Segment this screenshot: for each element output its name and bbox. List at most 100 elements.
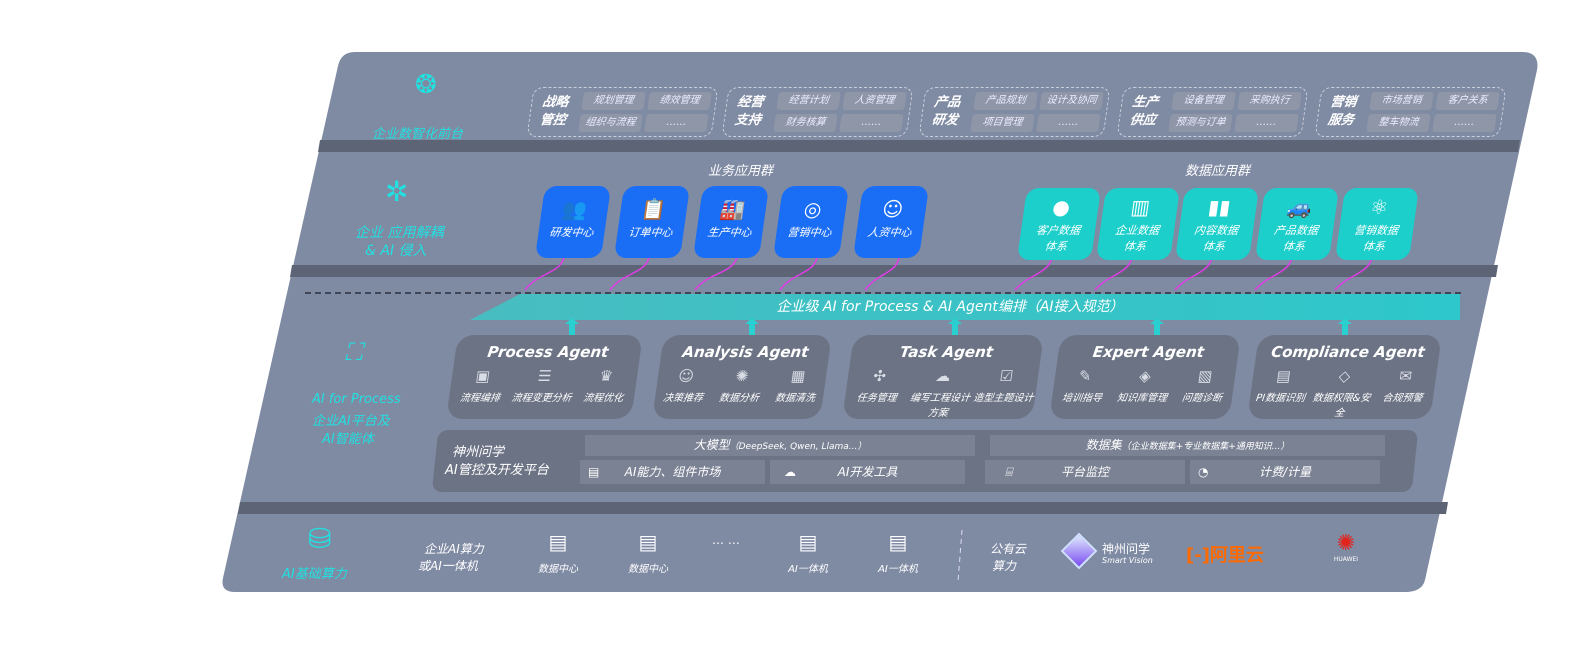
- business-app-card[interactable]: ◎ 营销中心: [772, 186, 850, 258]
- infra-label: AI基础算力: [282, 567, 347, 582]
- monitor-block[interactable]: ⌸ 平台监控: [985, 460, 1185, 484]
- business-app-card[interactable]: 🏭 生产中心: [692, 186, 770, 258]
- team-icon: 👥: [560, 197, 589, 221]
- front-group: 生产供应 设备管理 采购执行 预测与订单……: [1116, 87, 1309, 137]
- business-app-label: 订单中心: [627, 226, 674, 239]
- data-app-label-2: 体系: [1361, 240, 1386, 253]
- ai-label-1: AI for Process: [312, 392, 401, 407]
- data-app-label: 内容数据: [1193, 224, 1239, 237]
- capability-icon: ☑: [998, 367, 1015, 385]
- front-item[interactable]: ……: [1432, 114, 1497, 132]
- data-app-label: 客户数据: [1035, 224, 1081, 237]
- business-app-card[interactable]: ☺ 人资中心: [852, 186, 930, 258]
- front-item[interactable]: 人资管理: [842, 92, 907, 110]
- front-item[interactable]: ……: [644, 114, 709, 132]
- front-item[interactable]: 设计及协同: [1039, 92, 1104, 110]
- agent-capability[interactable]: ◇ 数据权限&安全: [1308, 367, 1376, 419]
- agent-capability[interactable]: ▣ 流程编排: [449, 367, 515, 404]
- clipboard-icon: 📋: [639, 197, 668, 221]
- data-app-card[interactable]: ▮▮ 内容数据体系: [1174, 188, 1260, 260]
- agent-name: Compliance Agent: [1270, 343, 1426, 361]
- agent-capability[interactable]: ▧ 问题诊断: [1172, 367, 1237, 404]
- front-group: 经营支持 经营计划 人资管理 财务核算……: [721, 87, 914, 137]
- agent-capability[interactable]: ♛ 流程优化: [572, 367, 638, 404]
- devtools-block[interactable]: ☁ AI开发工具: [770, 460, 965, 484]
- data-app-card[interactable]: ● 客户数据 体系: [1016, 188, 1102, 260]
- front-item[interactable]: 规划管理: [581, 92, 646, 110]
- more-ellipsis: … …: [712, 533, 740, 547]
- business-app-card[interactable]: 📋 订单中心: [613, 186, 691, 258]
- enterprise-compute-2: 或AI一体机: [418, 559, 478, 573]
- billing-block[interactable]: ◔ 计费/计量: [1190, 460, 1380, 484]
- front-item[interactable]: 绩效管理: [647, 92, 712, 110]
- platform-title-2: AI管控及开发平台: [445, 463, 549, 478]
- front-label: 企业数智化前台: [372, 127, 464, 142]
- group-title: 营销服务: [1326, 95, 1358, 128]
- data-app-label: 产品数据: [1273, 224, 1319, 237]
- factory-icon: 🏭: [718, 197, 747, 221]
- server-icon: ▤: [798, 530, 818, 554]
- gauge-icon: ◔: [1198, 465, 1209, 479]
- front-item[interactable]: 财务核算: [773, 114, 838, 132]
- agent-card[interactable]: Process Agent ▣ 流程编排 ☰ 流程变更分析 ♛ 流程优化: [446, 335, 643, 419]
- monitor-icon: ⌸: [1005, 465, 1013, 479]
- front-item[interactable]: 项目管理: [970, 114, 1035, 132]
- business-app-label: 人资中心: [866, 226, 913, 239]
- agent-card[interactable]: Analysis Agent ☺ 决策推荐 ✺ 数据分析 ▦ 数据清洗: [652, 335, 832, 419]
- front-item[interactable]: 市场营销: [1369, 92, 1434, 110]
- agent-capability[interactable]: ☁ 编写工程设计方案: [906, 367, 976, 419]
- data-app-label-2: 体系: [1201, 240, 1226, 253]
- business-app-label: 研发中心: [548, 226, 595, 239]
- data-app-card[interactable]: 🚙 产品数据 体系: [1254, 188, 1340, 260]
- business-app-card[interactable]: 👥 研发中心: [534, 186, 612, 258]
- front-item[interactable]: 产品规划: [973, 92, 1038, 110]
- front-item[interactable]: 采购执行: [1237, 92, 1302, 110]
- capability-icon: ☰: [536, 367, 553, 385]
- public-cloud-2: 算力: [992, 559, 1017, 573]
- data-app-label-2: 体系: [1043, 240, 1068, 253]
- orchestration-banner: 企业级 AI for Process & AI Agent编排（AI接入规范）: [776, 299, 1124, 315]
- agent-capability[interactable]: ▦ 数据清洗: [766, 367, 827, 404]
- agent-capability[interactable]: ◈ 知识库管理: [1112, 367, 1177, 404]
- front-group: 战略管控 规划管理 绩效管理 组织与流程……: [526, 87, 719, 137]
- front-item[interactable]: 组织与流程: [578, 114, 643, 132]
- front-item[interactable]: 设备管理: [1171, 92, 1236, 110]
- agent-capability[interactable]: ☑ 造型主题设计: [969, 367, 1039, 419]
- front-item[interactable]: 客户关系: [1435, 92, 1500, 110]
- data-app-card[interactable]: ⚛ 营销数据 体系: [1334, 188, 1420, 260]
- atom-icon: ⚛: [1368, 195, 1391, 219]
- front-item[interactable]: ……: [839, 114, 904, 132]
- data-apps-title: 数据应用群: [1185, 164, 1251, 179]
- aliyun-logo: [-]阿里云: [1186, 545, 1264, 566]
- front-item[interactable]: 整车物流: [1366, 114, 1431, 132]
- group-title: 战略管控: [538, 95, 570, 128]
- server-item: ▤ AI一体机: [778, 530, 838, 575]
- component-market-block[interactable]: ▤ AI能力、组件市场: [580, 460, 765, 484]
- agent-card[interactable]: Task Agent ✣ 任务管理 ☁ 编写工程设计方案 ☑ 造型主题设计: [842, 335, 1044, 419]
- capability-icon: ✎: [1077, 367, 1093, 385]
- front-item[interactable]: 预测与订单: [1168, 114, 1233, 132]
- business-app-label: 生产中心: [706, 226, 753, 239]
- capability-icon: ♛: [598, 367, 615, 385]
- server-item: ▤ 数据中心: [528, 530, 588, 575]
- agent-capability[interactable]: ☺ 决策推荐: [654, 367, 715, 404]
- agent-capability[interactable]: ✉ 合规预警: [1369, 367, 1437, 419]
- aliyun-bracket-icon: [-]: [1186, 545, 1210, 566]
- agent-capability[interactable]: ✎ 培训指导: [1052, 367, 1117, 404]
- front-item[interactable]: ……: [1036, 114, 1101, 132]
- books-icon: ▮▮: [1206, 195, 1233, 219]
- front-item[interactable]: ……: [1234, 114, 1299, 132]
- agent-capability[interactable]: ☰ 流程变更分析: [510, 367, 576, 404]
- agent-capability[interactable]: ✣ 任务管理: [842, 367, 912, 419]
- agent-capability[interactable]: ▤ PI数据识别: [1247, 367, 1315, 419]
- platform-title-1: 神州问学: [452, 445, 505, 460]
- data-app-card[interactable]: ▥ 企业数据 体系: [1095, 188, 1181, 260]
- front-item[interactable]: 经营计划: [776, 92, 841, 110]
- ai-label-2: 企业AI平台及: [312, 414, 390, 429]
- agent-card[interactable]: Compliance Agent ▤ PI数据识别 ◇ 数据权限&安全 ✉ 合规预警: [1247, 335, 1442, 419]
- group-title: 经营支持: [733, 95, 765, 128]
- public-cloud-1: 公有云: [990, 542, 1027, 556]
- capability-icon: ◈: [1138, 367, 1153, 385]
- agent-card[interactable]: Expert Agent ✎ 培训指导 ◈ 知识库管理 ▧ 问题诊断: [1049, 335, 1241, 419]
- agent-capability[interactable]: ✺ 数据分析: [710, 367, 771, 404]
